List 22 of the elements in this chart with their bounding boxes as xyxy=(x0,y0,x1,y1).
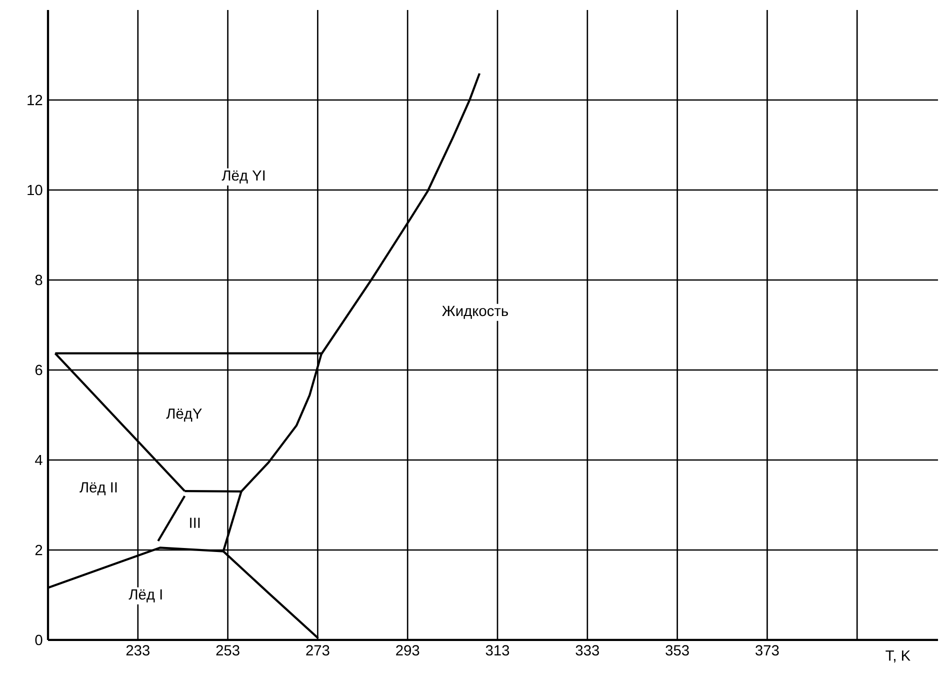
y-tick-label: 6 xyxy=(35,364,42,376)
x-tick-label: 253 xyxy=(216,645,240,656)
y-tick-label: 4 xyxy=(35,454,42,466)
y-tick-label: 8 xyxy=(35,274,42,286)
y-tick-label: 0 xyxy=(35,634,42,646)
y-tick-label: 2 xyxy=(35,544,42,556)
y-tick-label: 10 xyxy=(28,184,42,196)
annotation: Лёд YI xyxy=(222,170,265,184)
x-tick-label: 313 xyxy=(486,645,510,656)
x-tick-label: 353 xyxy=(666,645,689,656)
x-tick-label: 293 xyxy=(396,645,420,656)
x-axis-title: T, K xyxy=(886,650,910,662)
annotation: ЛёдY xyxy=(166,408,202,422)
y-tick-label: 12 xyxy=(28,94,42,106)
x-tick-label: 373 xyxy=(756,645,779,656)
annotation: Лёд II xyxy=(80,482,117,496)
annotation: Лёд I xyxy=(128,589,162,602)
x-tick-label: 233 xyxy=(126,645,150,656)
x-tick-label: 273 xyxy=(306,645,330,656)
annotation: III xyxy=(190,518,200,528)
x-tick-label: 333 xyxy=(576,645,599,656)
annotation: Жидкость xyxy=(442,306,508,319)
